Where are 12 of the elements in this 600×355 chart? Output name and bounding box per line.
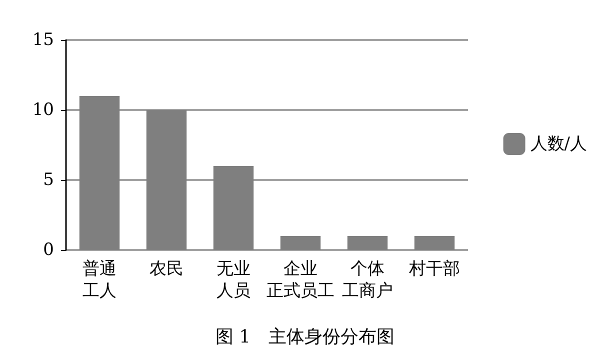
y-tick-label: 0 — [43, 240, 54, 260]
x-tick-label: 农民 — [150, 259, 184, 279]
y-tick-label: 15 — [32, 30, 54, 50]
x-tick-label: 个体工商户 — [342, 259, 393, 301]
x-tick-label: 村干部 — [408, 259, 460, 279]
x-tick-label: 企业正式员工 — [266, 259, 334, 301]
x-tick-label: 无业人员 — [216, 259, 250, 301]
legend-label: 人数/人 — [530, 134, 588, 154]
text: 图 1 主体身份分布图 — [215, 326, 395, 348]
y-tick-label: 5 — [43, 170, 54, 190]
x-tick-label: 普通工人 — [82, 259, 116, 301]
y-tick-label: 10 — [32, 100, 54, 120]
